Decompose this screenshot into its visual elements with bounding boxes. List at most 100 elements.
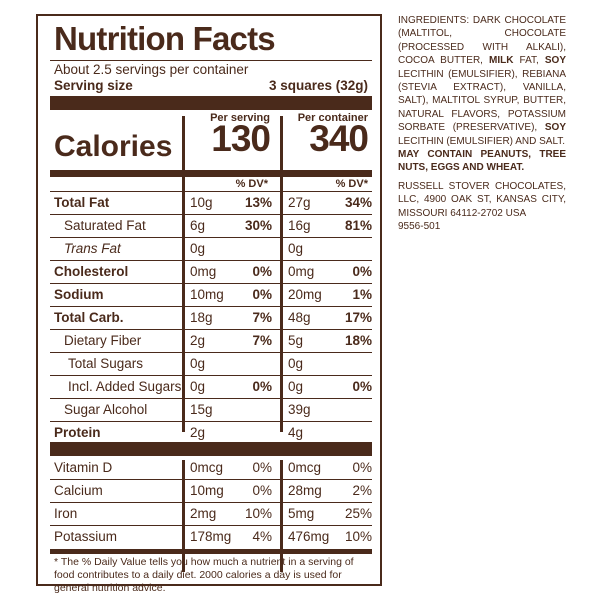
thick-divider	[50, 96, 372, 110]
divider	[50, 329, 372, 330]
dv-per-serving: 30%	[244, 218, 272, 233]
ingredients-part: LECITHIN (EMULSIFIER) AND SALT.	[398, 135, 566, 147]
dv-per-container: 0%	[352, 379, 372, 394]
divider	[50, 260, 372, 261]
servings-per-container: About 2.5 servings per container	[54, 62, 249, 77]
per-serving-label: Per serving	[210, 112, 270, 124]
amount-per-container: 16g	[288, 218, 311, 233]
vitamin-row-vitamin-d: Vitamin D 0mcg 0% 0mcg 0%	[38, 456, 384, 479]
nutrient-label: Cholesterol	[54, 264, 129, 279]
amount-per-container: 39g	[288, 402, 311, 417]
dv-per-serving: 7%	[252, 310, 272, 325]
column-separator	[280, 116, 283, 432]
amount-per-container: 476mg	[288, 529, 330, 544]
dv-per-serving: 0%	[252, 460, 272, 475]
nutrition-facts-panel: Nutrition Facts About 2.5 servings per c…	[36, 14, 384, 594]
nutrient-row-dietary-fiber: Dietary Fiber 2g 7% 5g 18%	[38, 329, 384, 352]
dv-per-container: 0%	[352, 264, 372, 279]
amount-per-container: 27g	[288, 195, 311, 210]
dv-per-container: 18%	[344, 333, 372, 348]
amount-per-serving: 2mg	[190, 506, 217, 521]
divider	[50, 421, 372, 422]
allergen-warning: MAY CONTAIN PEANUTS, TREE NUTS, EGGS AND…	[398, 149, 566, 174]
dv-per-serving: 13%	[244, 195, 272, 210]
amount-per-serving: 0g	[190, 379, 206, 394]
ingredients-text: INGREDIENTS: DARK CHOCOLATE (MALTITOL, C…	[398, 14, 566, 175]
nutrient-label: Iron	[54, 506, 78, 521]
allergen-soy: SOY	[544, 55, 566, 67]
nutrient-label: Total Fat	[54, 195, 110, 210]
nutrient-label: Sugar Alcohol	[64, 402, 148, 417]
divider	[50, 525, 372, 526]
amount-per-serving: 2g	[190, 333, 206, 348]
nutrient-label: Total Carb.	[54, 310, 124, 325]
dv-header-container: % DV*	[335, 178, 368, 190]
vitamin-row-calcium: Calcium 10mg 0% 28mg 2%	[38, 479, 384, 502]
allergen-soy: SOY	[544, 122, 566, 134]
divider	[50, 398, 372, 399]
column-separator	[182, 116, 185, 432]
amount-per-container: 48g	[288, 310, 311, 325]
serving-size-value: 3 squares (32g)	[268, 78, 368, 93]
ingredients-part: LECITHIN (EMULSIFIER), REBIANA (STEVIA E…	[398, 68, 566, 134]
nutrient-label: Potassium	[54, 529, 118, 544]
amount-per-container: 0mcg	[288, 460, 322, 475]
dv-per-container: 25%	[344, 506, 372, 521]
dv-per-serving: 0%	[252, 379, 272, 394]
thick-divider	[50, 170, 372, 177]
column-separator	[280, 460, 283, 572]
nutrient-row-total-fat: Total Fat 10g 13% 27g 34%	[38, 191, 384, 214]
allergen-milk: MILK	[489, 55, 514, 67]
amount-per-serving: 0g	[190, 241, 206, 256]
ingredients-part: INGREDIENTS: DARK CHOCOLATE (MALTITOL, C…	[398, 15, 566, 67]
amount-per-serving: 10mg	[190, 483, 224, 498]
amount-per-serving: 0g	[190, 356, 206, 371]
dv-per-container: 81%	[344, 218, 372, 233]
divider	[50, 352, 372, 353]
nutrient-label: Sodium	[54, 287, 104, 302]
divider	[50, 214, 372, 215]
nutrient-label: Dietary Fiber	[64, 333, 142, 348]
manufacturer-info: RUSSELL STOVER CHOCOLATES, LLC, 4900 OAK…	[398, 180, 566, 234]
nutrient-label: Incl. Added Sugars	[68, 379, 182, 394]
divider	[50, 237, 372, 238]
dv-per-serving: 0%	[252, 264, 272, 279]
nutrient-row-saturated-fat: Saturated Fat 6g 30% 16g 81%	[38, 214, 384, 237]
nutrient-row-added-sugars: Incl. Added Sugars 0g 0% 0g 0%	[38, 375, 384, 398]
thick-divider	[50, 549, 372, 554]
dv-per-serving: 7%	[252, 333, 272, 348]
nutrient-row-sugar-alcohol: Sugar Alcohol 15g 39g	[38, 398, 384, 421]
nutrient-label: Vitamin D	[54, 460, 113, 475]
dv-per-container: 34%	[344, 195, 372, 210]
nutrient-label: Calcium	[54, 483, 103, 498]
divider	[50, 60, 372, 61]
divider	[50, 502, 372, 503]
dv-per-container: 0%	[352, 460, 372, 475]
divider	[50, 306, 372, 307]
nutrient-label: Saturated Fat	[64, 218, 146, 233]
thick-divider	[50, 442, 372, 456]
amount-per-container: 28mg	[288, 483, 322, 498]
nutrient-label: Protein	[54, 425, 101, 440]
nutrition-title: Nutrition Facts	[54, 20, 276, 57]
amount-per-container: 5g	[288, 333, 304, 348]
daily-value-footnote: * The % Daily Value tells you how much a…	[54, 556, 354, 594]
dv-per-container: 17%	[344, 310, 372, 325]
vitamin-row-iron: Iron 2mg 10% 5mg 25%	[38, 502, 384, 525]
dv-per-container: 10%	[344, 529, 372, 544]
nutrient-row-protein: Protein 2g 4g	[38, 421, 384, 444]
dv-per-container: 2%	[352, 483, 372, 498]
dv-per-serving: 10%	[244, 506, 272, 521]
calories-label: Calories	[54, 130, 173, 163]
ingredients-part: FAT,	[513, 55, 545, 67]
dv-per-serving: 0%	[252, 287, 272, 302]
divider	[50, 479, 372, 480]
manufacturer-address: RUSSELL STOVER CHOCOLATES, LLC, 4900 OAK…	[398, 181, 566, 219]
amount-per-container: 0g	[288, 241, 304, 256]
nutrient-row-cholesterol: Cholesterol 0mg 0% 0mg 0%	[38, 260, 384, 283]
dv-per-serving: 0%	[252, 483, 272, 498]
amount-per-serving: 10g	[190, 195, 213, 210]
dv-per-container: 1%	[352, 287, 372, 302]
column-separator	[182, 460, 185, 572]
divider	[50, 283, 372, 284]
